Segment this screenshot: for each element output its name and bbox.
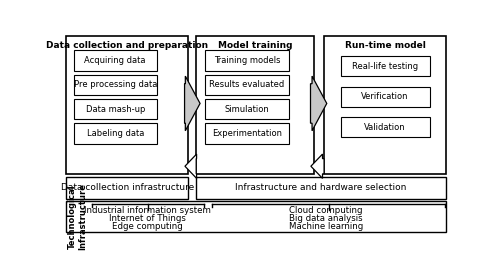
Polygon shape — [311, 154, 324, 178]
Text: Internet of Things: Internet of Things — [110, 214, 186, 223]
FancyBboxPatch shape — [206, 75, 288, 95]
Polygon shape — [310, 76, 327, 131]
FancyBboxPatch shape — [324, 36, 446, 174]
Text: Verification: Verification — [362, 92, 409, 101]
Text: Real-life testing: Real-life testing — [352, 62, 418, 71]
Text: Results evaluated: Results evaluated — [210, 80, 284, 89]
FancyBboxPatch shape — [340, 117, 430, 137]
Text: Validation: Validation — [364, 123, 406, 132]
Text: Labeling data: Labeling data — [86, 129, 144, 138]
FancyBboxPatch shape — [66, 201, 446, 232]
Text: Data collection infrastructure: Data collection infrastructure — [61, 184, 194, 193]
Text: Data mash-up: Data mash-up — [86, 105, 145, 114]
FancyBboxPatch shape — [74, 123, 157, 144]
FancyBboxPatch shape — [206, 123, 288, 144]
FancyBboxPatch shape — [340, 87, 430, 107]
Text: Data collection and preparation: Data collection and preparation — [46, 41, 208, 50]
Text: Industrial information system: Industrial information system — [84, 206, 211, 215]
Text: Pre processing data: Pre processing data — [74, 80, 157, 89]
Text: Experimentation: Experimentation — [212, 129, 282, 138]
Text: Simulation: Simulation — [224, 105, 270, 114]
FancyBboxPatch shape — [66, 36, 188, 174]
Text: Big data analysis: Big data analysis — [289, 214, 363, 223]
Polygon shape — [184, 76, 200, 131]
FancyBboxPatch shape — [74, 50, 157, 71]
FancyBboxPatch shape — [74, 75, 157, 95]
Text: Technological
Infrastructure: Technological Infrastructure — [68, 183, 87, 250]
Text: Model training: Model training — [218, 41, 292, 50]
Text: Run-time model: Run-time model — [344, 41, 426, 50]
Text: Acquiring data: Acquiring data — [84, 56, 146, 65]
FancyBboxPatch shape — [196, 36, 314, 174]
Text: Machine learning: Machine learning — [289, 222, 363, 231]
FancyBboxPatch shape — [196, 177, 446, 199]
Polygon shape — [185, 154, 196, 178]
FancyBboxPatch shape — [206, 50, 288, 71]
Text: Cloud computing: Cloud computing — [289, 206, 363, 215]
FancyBboxPatch shape — [340, 56, 430, 76]
Text: Edge computing: Edge computing — [112, 222, 183, 231]
Text: Infrastructure and hardware selection: Infrastructure and hardware selection — [236, 184, 407, 193]
FancyBboxPatch shape — [66, 177, 188, 199]
Text: Training models: Training models — [214, 56, 280, 65]
FancyBboxPatch shape — [206, 99, 288, 119]
FancyBboxPatch shape — [74, 99, 157, 119]
